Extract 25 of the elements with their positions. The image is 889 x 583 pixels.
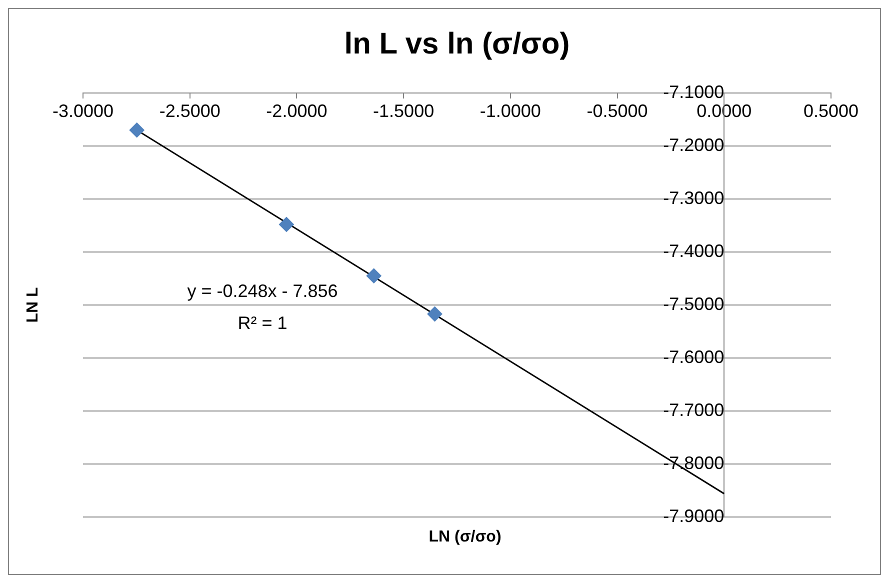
point bbox=[278, 216, 294, 232]
point bbox=[427, 306, 442, 322]
y-tick-label: -7.2000 bbox=[663, 134, 724, 155]
x-tick-label: -2.5000 bbox=[159, 100, 220, 121]
y-tick-label: -7.4000 bbox=[663, 240, 724, 261]
annotation: R² = 1 bbox=[238, 313, 288, 334]
x-tick-label: -1.0000 bbox=[480, 100, 541, 121]
x-tick-label: 0.0000 bbox=[696, 100, 752, 121]
y-tick-label: -7.3000 bbox=[663, 188, 724, 208]
x-tick-label: -1.5000 bbox=[373, 100, 434, 121]
x-tick-label: -2.0000 bbox=[266, 100, 328, 121]
x-tick-label: -3.0000 bbox=[52, 100, 114, 121]
x-tick-label: -0.5000 bbox=[586, 100, 648, 121]
y-tick-label: -7.9000 bbox=[663, 506, 724, 526]
annotation: y = -0.248x - 7.856 bbox=[187, 281, 338, 302]
point bbox=[366, 268, 382, 284]
y-tick-label: -7.1000 bbox=[663, 82, 724, 102]
x-axis-title: LN (σ/σo) bbox=[428, 528, 502, 546]
y-axis-title: LN L bbox=[24, 287, 42, 323]
point bbox=[129, 122, 144, 138]
x-tick-label: 0.5000 bbox=[803, 100, 859, 121]
y-tick-label: -7.5000 bbox=[663, 294, 724, 314]
y-tick-label: -7.6000 bbox=[663, 346, 724, 367]
chart-title: ln L vs ln (σ/σo) bbox=[344, 27, 570, 60]
y-tick-label: -7.7000 bbox=[663, 400, 724, 420]
